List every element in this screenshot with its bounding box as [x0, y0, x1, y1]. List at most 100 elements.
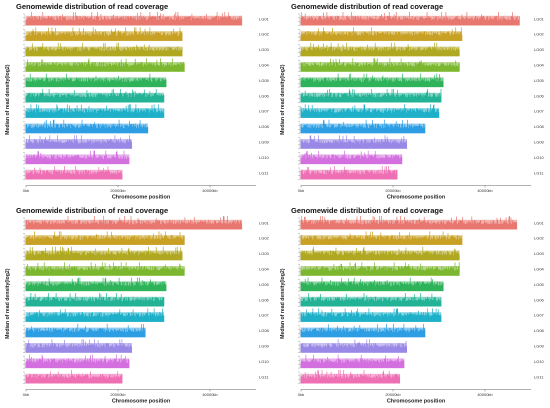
x-tick-label: 0kb: [298, 188, 305, 193]
chromosome-label: LG01: [534, 220, 545, 225]
coverage-spikes: [300, 119, 426, 134]
coverage-panel-2: Genomewide distribution of read coverage…: [275, 0, 550, 204]
x-tick-label: 20000kb: [385, 392, 401, 397]
x-tick-label: 0kb: [23, 188, 30, 193]
chromosome-label: LG08: [534, 328, 545, 333]
chromosome-label: LG02: [259, 32, 270, 37]
chromosome-label: LG10: [259, 155, 270, 160]
chromosome-track-lg04: LG04: [298, 262, 545, 276]
chromosome-label: LG11: [259, 374, 269, 379]
x-axis-label: Chromosome position: [387, 398, 446, 404]
coverage-spikes: [300, 370, 401, 384]
chromosome-track-lg08: LG08: [23, 323, 270, 338]
coverage-spikes: [300, 216, 517, 230]
y-axis-label: Median of read density(log2): [280, 268, 286, 339]
y-axis-label: Median of read density(log2): [5, 268, 11, 339]
chromosome-label: LG11: [259, 170, 269, 175]
x-tick-label: 40000kb: [477, 392, 493, 397]
chromosome-track-lg05: LG05: [23, 73, 270, 88]
chromosome-label: LG04: [534, 63, 545, 68]
chromosome-track-lg01: LG01: [298, 216, 545, 230]
chromosome-label: LG08: [534, 124, 545, 129]
panel-title: Genomewide distribution of read coverage: [291, 2, 444, 11]
chromosome-label: LG10: [534, 359, 545, 364]
x-tick-label: 20000kb: [385, 188, 401, 193]
coverage-spikes: [300, 104, 440, 118]
chromosome-label: LG09: [259, 344, 270, 349]
coverage-chart-2: Median of read density(log2) LG01 LG02 LG03…: [280, 12, 545, 200]
chromosome-label: LG11: [534, 170, 544, 175]
chromosome-track-lg08: LG08: [23, 119, 270, 134]
coverage-spikes: [25, 323, 146, 338]
chromosome-label: LG07: [534, 313, 545, 318]
chromosome-label: LG07: [259, 109, 270, 114]
y-axis-label: Median of read density(log2): [5, 64, 11, 135]
panel-title: Genomewide distribution of read coverage: [16, 2, 169, 11]
chromosome-label: LG03: [534, 251, 545, 256]
chromosome-track-lg10: LG10: [298, 150, 545, 165]
chromosome-label: LG02: [534, 236, 545, 241]
coverage-spikes: [25, 27, 183, 41]
chromosome-track-lg07: LG07: [298, 308, 545, 323]
coverage-spikes: [25, 246, 183, 261]
coverage-spikes: [300, 354, 405, 369]
chromosome-label: LG11: [534, 374, 544, 379]
chromosome-label: LG05: [259, 78, 270, 83]
coverage-chart-3: Median of read density(log2) LG01 LG02 LG03…: [5, 216, 270, 404]
chromosome-label: LG05: [534, 282, 545, 287]
chromosome-track-lg11: LG11: [298, 370, 544, 384]
coverage-panel-4: Genomewide distribution of read coverage…: [275, 204, 550, 408]
coverage-spikes: [300, 73, 444, 88]
coverage-chart-4: Median of read density(log2) LG01 LG02 LG03…: [280, 216, 545, 404]
chromosome-track-lg07: LG07: [23, 104, 270, 119]
coverage-spikes: [25, 104, 165, 118]
coverage-spikes: [300, 12, 520, 26]
chromosome-label: LG08: [259, 124, 270, 129]
x-tick-label: 0kb: [23, 392, 30, 397]
x-tick-label: 40000kb: [202, 188, 218, 193]
chromosome-label: LG05: [259, 282, 270, 287]
coverage-spikes: [300, 27, 463, 41]
panel-title: Genomewide distribution of read coverage: [16, 206, 169, 215]
chromosome-label: LG02: [534, 32, 545, 37]
chromosome-label: LG01: [259, 16, 270, 21]
chromosome-label: LG08: [259, 328, 270, 333]
chromosome-track-lg02: LG02: [23, 231, 270, 246]
chromosome-label: LG06: [259, 297, 270, 302]
chromosome-track-lg06: LG06: [23, 293, 270, 307]
x-tick-label: 40000kb: [477, 188, 493, 193]
chromosome-track-lg03: LG03: [298, 246, 545, 261]
coverage-spikes: [300, 262, 460, 276]
chromosome-track-lg06: LG06: [298, 293, 545, 307]
coverage-spikes: [25, 293, 165, 307]
x-axis-label: Chromosome position: [112, 194, 171, 200]
coverage-spikes: [300, 231, 463, 245]
coverage-spikes: [300, 58, 460, 72]
chromosome-label: LG09: [259, 140, 270, 145]
coverage-spikes: [25, 231, 185, 245]
coverage-spikes: [300, 42, 460, 57]
coverage-spikes: [300, 135, 408, 149]
x-axis-label: Chromosome position: [387, 194, 446, 200]
chromosome-label: LG07: [259, 313, 270, 318]
chromosome-track-lg11: LG11: [23, 370, 269, 384]
coverage-spikes: [25, 339, 133, 353]
chromosome-label: LG07: [534, 109, 545, 114]
coverage-spikes: [25, 308, 165, 322]
coverage-spikes: [25, 89, 165, 103]
chromosome-label: LG04: [259, 267, 270, 272]
coverage-spikes: [25, 12, 242, 26]
chromosome-label: LG06: [259, 93, 270, 98]
chromosome-label: LG10: [259, 359, 270, 364]
chromosome-label: LG09: [534, 140, 545, 145]
chromosome-track-lg02: LG02: [23, 27, 270, 42]
chromosome-track-lg03: LG03: [298, 42, 545, 57]
chromosome-track-lg10: LG10: [298, 354, 545, 369]
chromosome-track-lg08: LG08: [298, 119, 545, 134]
chromosome-track-lg09: LG09: [23, 339, 270, 353]
y-axis-label: Median of read density(log2): [280, 64, 286, 135]
coverage-spikes: [25, 58, 185, 72]
chromosome-label: LG01: [259, 220, 270, 225]
chromosome-label: LG04: [259, 63, 270, 68]
chromosome-track-lg05: LG05: [298, 73, 545, 88]
